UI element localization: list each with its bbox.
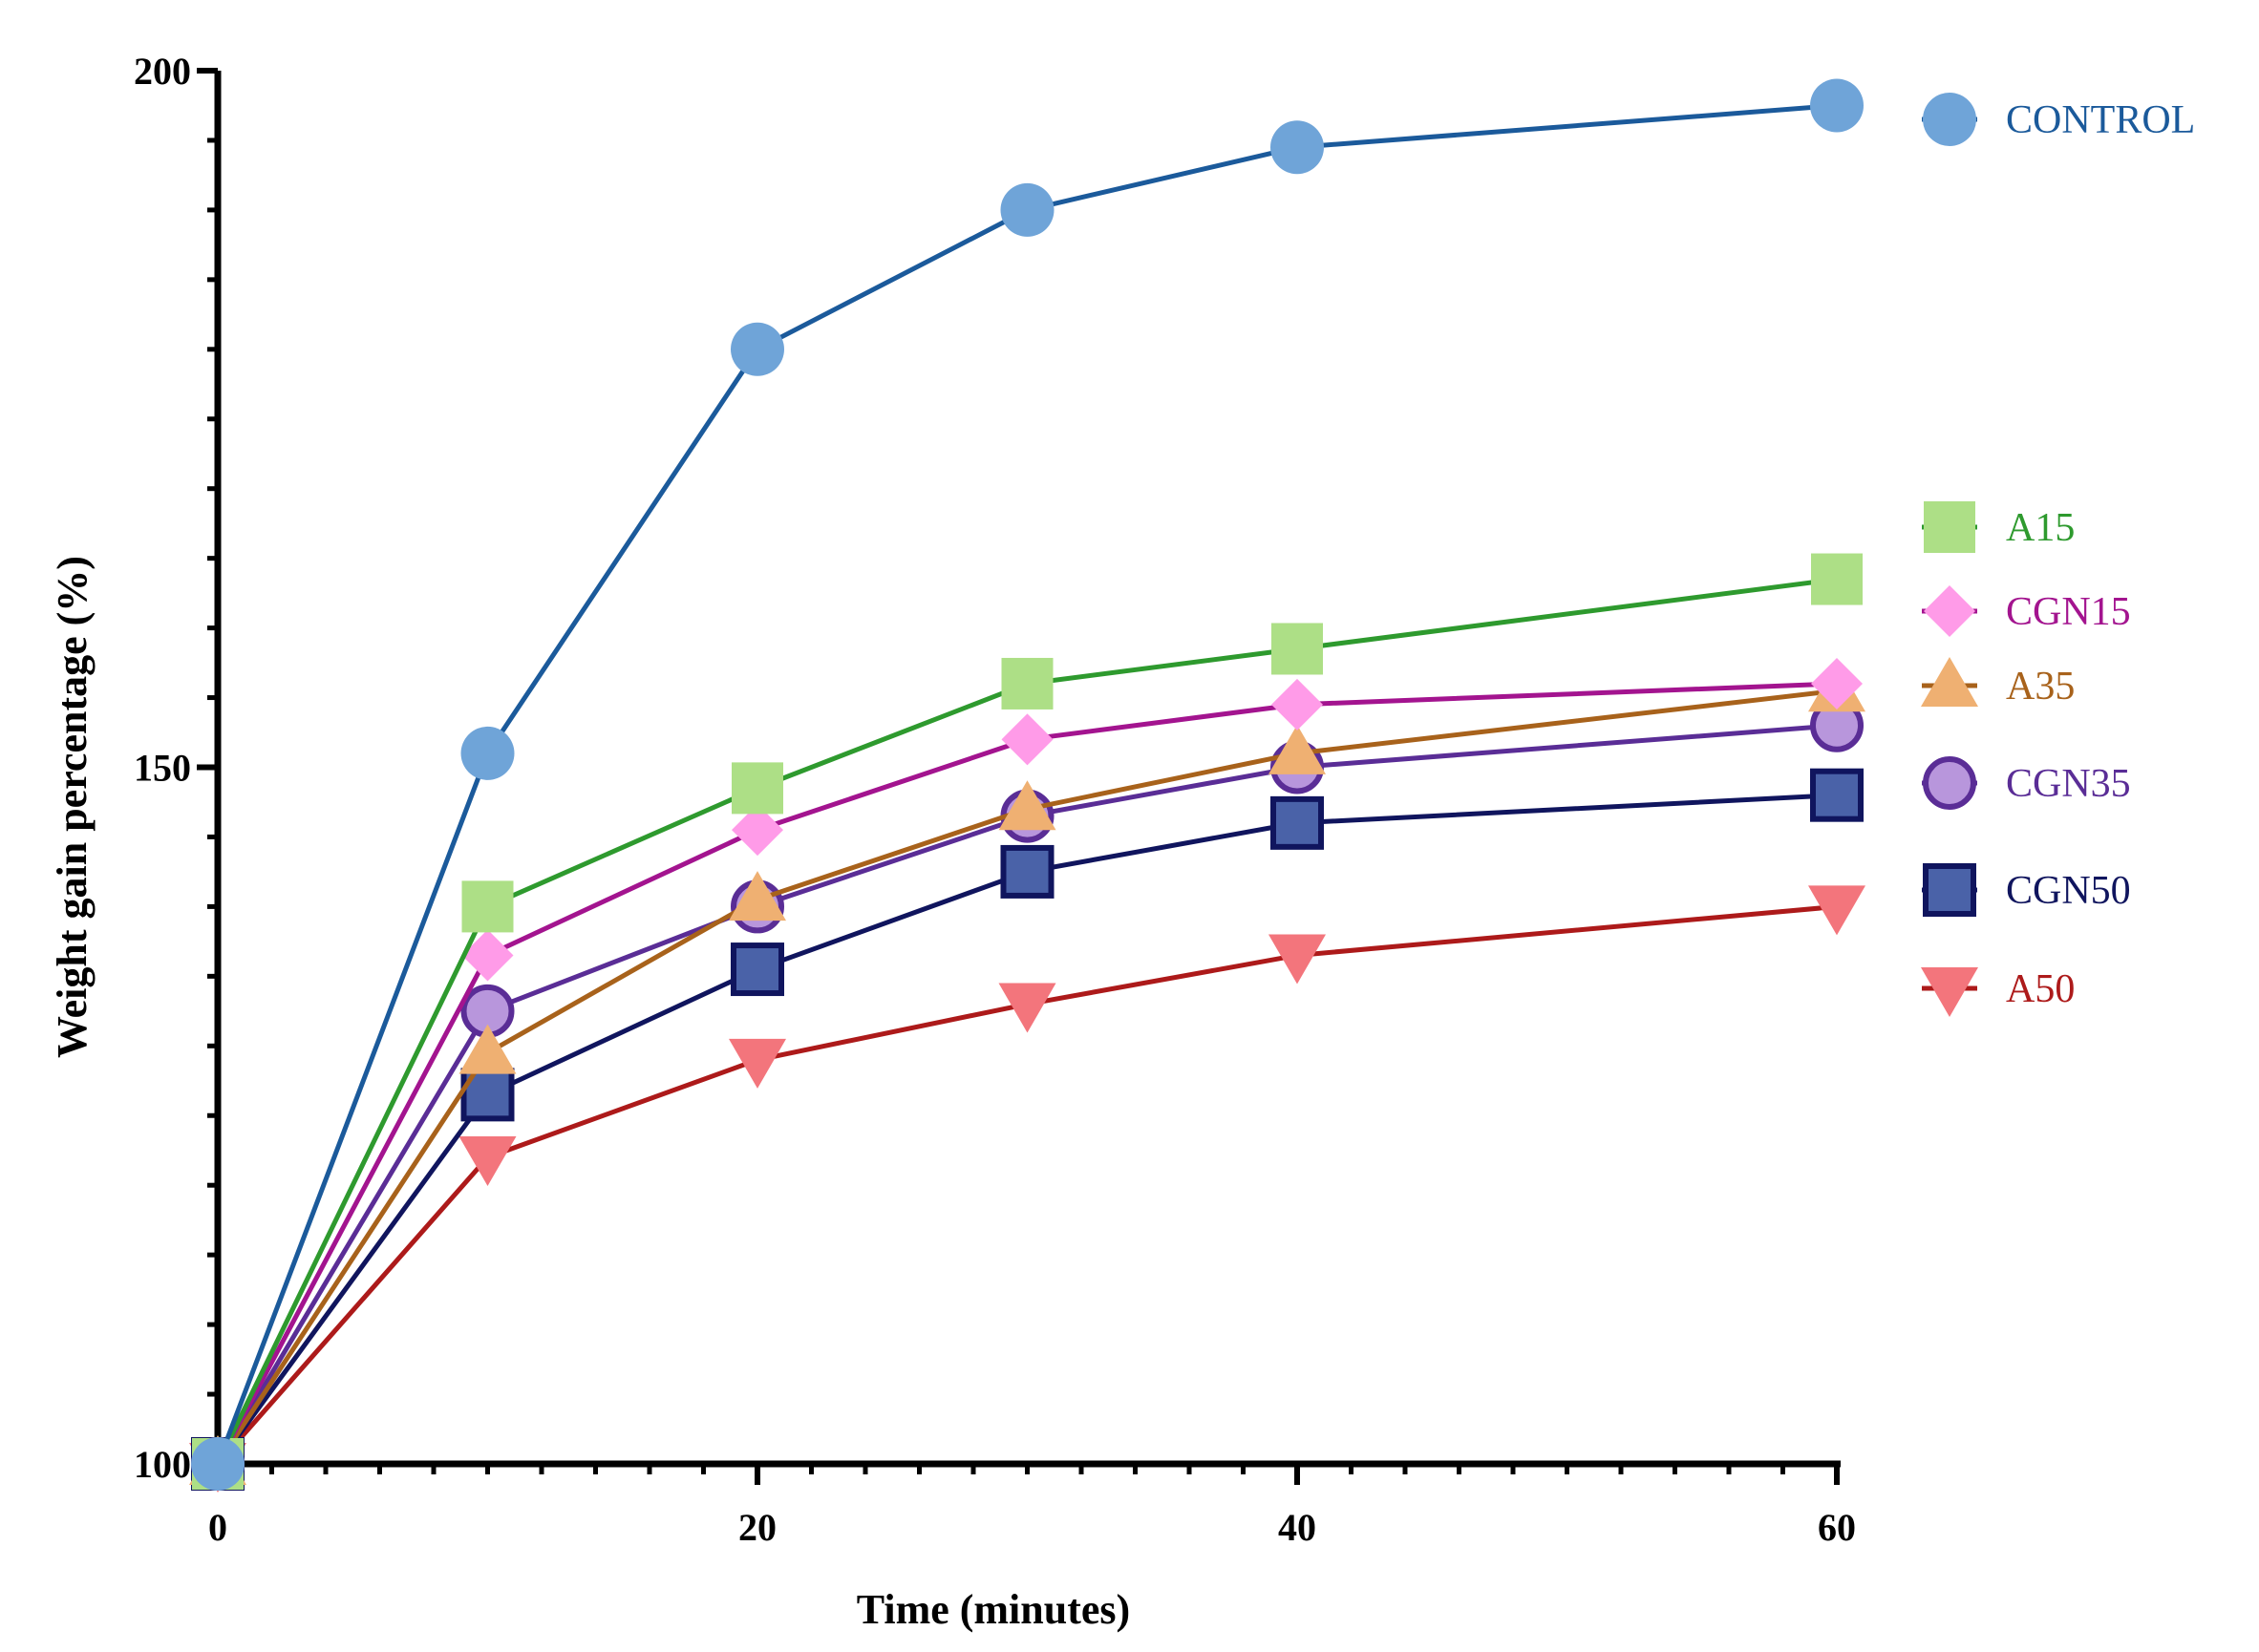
data-point <box>998 780 1056 831</box>
legend-item-cgn35: CGN35 <box>1922 756 2131 810</box>
data-point <box>998 983 1056 1033</box>
x-tick-label: 20 <box>738 1506 777 1549</box>
y-tick-label: 150 <box>134 747 191 790</box>
series-line <box>215 793 1838 1466</box>
legend-marker <box>1921 967 1978 1017</box>
legend-item-cgn15: CGN15 <box>1922 585 2131 637</box>
legend-item-a15: A15 <box>1922 501 2075 553</box>
series-a50 <box>189 885 1865 1493</box>
legend-item-a50: A50 <box>1921 967 2075 1017</box>
x-tick-label: 0 <box>208 1506 227 1549</box>
data-point <box>461 880 514 933</box>
data-point <box>1270 795 1324 850</box>
data-point <box>191 1437 245 1491</box>
axes: 100 150 200 0 20 40 60 <box>134 50 1856 1549</box>
series-a35 <box>189 662 1865 1485</box>
data-point <box>1000 182 1055 237</box>
data-point <box>458 1136 517 1187</box>
data-point <box>460 726 515 780</box>
series-line <box>215 577 1838 1466</box>
x-tick-label: 60 <box>1818 1506 1856 1549</box>
data-point <box>729 1038 786 1089</box>
data-point <box>1001 657 1054 710</box>
legend-marker <box>1923 93 1976 146</box>
series-line <box>215 688 1838 1466</box>
series-cgn50 <box>191 768 1864 1491</box>
x-tick-label: 40 <box>1278 1506 1316 1549</box>
y-tick-label: 100 <box>134 1443 191 1486</box>
legend-label: CGN35 <box>2006 762 2131 806</box>
legend-item-cgn50: CGN50 <box>1922 863 2131 917</box>
legend-marker <box>1924 585 1975 637</box>
data-point <box>1810 768 1864 822</box>
legend-label: A35 <box>2006 665 2075 709</box>
series-line <box>215 681 1838 1466</box>
legend-label: CGN50 <box>2006 869 2131 913</box>
legend-marker <box>1923 756 1976 810</box>
y-axis-title: Weight gain percentage (%) <box>49 556 96 1058</box>
series-layer <box>189 78 1865 1493</box>
data-point <box>1001 713 1054 766</box>
legend-marker <box>1921 657 1978 707</box>
data-point <box>729 871 786 921</box>
x-axis-title: Time (minutes) <box>857 1586 1130 1633</box>
series-line <box>216 903 1838 1466</box>
data-point <box>1268 934 1326 985</box>
series-control <box>191 78 1864 1491</box>
data-point <box>1808 885 1865 936</box>
data-point <box>732 804 783 857</box>
data-point <box>1271 623 1323 675</box>
data-point <box>461 929 514 982</box>
legend-label: CONTROL <box>2006 98 2195 142</box>
data-point <box>1268 724 1326 774</box>
data-point <box>1811 553 1863 605</box>
legend-label: A15 <box>2006 506 2075 550</box>
data-point <box>1271 678 1323 731</box>
data-point <box>731 322 784 376</box>
data-point <box>458 1024 517 1074</box>
legend-label: A50 <box>2006 967 2075 1011</box>
data-point <box>732 762 783 815</box>
legend: CONTROL A15 CGN15 A35 CGN35 CGN50 A50 <box>1921 93 2195 1017</box>
legend-marker <box>1923 863 1976 917</box>
data-point <box>1811 657 1863 710</box>
legend-item-a35: A35 <box>1921 657 2075 709</box>
legend-marker <box>1924 501 1975 553</box>
legend-item-control: CONTROL <box>1922 93 2195 146</box>
legend-label: CGN15 <box>2006 590 2131 634</box>
series-line <box>215 102 1838 1465</box>
data-point <box>1270 120 1324 175</box>
y-tick-label: 200 <box>134 50 191 93</box>
data-point <box>1810 78 1864 133</box>
data-point <box>731 942 784 997</box>
series-line <box>215 723 1838 1466</box>
data-point <box>1000 844 1055 899</box>
